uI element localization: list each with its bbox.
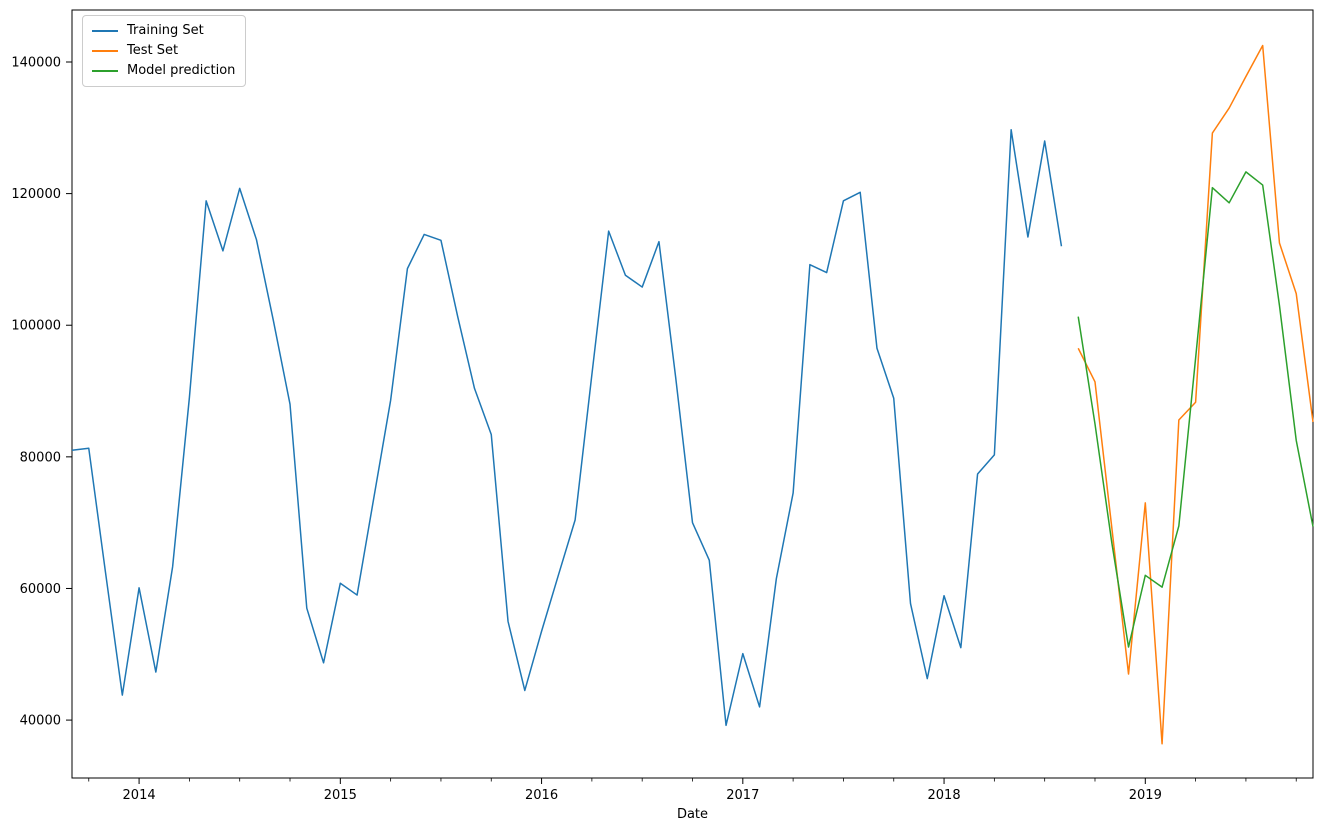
legend: Training Set Test Set Model prediction	[82, 15, 247, 87]
legend-item-model-prediction: Model prediction	[92, 62, 235, 80]
model-prediction-line	[1077, 171, 1314, 648]
legend-label-test-set: Test Set	[127, 43, 179, 58]
y-tick-label: 120000	[11, 187, 61, 202]
legend-item-training-set: Training Set	[92, 22, 235, 40]
x-axis-label: Date	[676, 807, 709, 822]
y-tick-label: 60000	[20, 582, 61, 597]
y-tick-label: 40000	[20, 714, 61, 729]
legend-label-training-set: Training Set	[127, 23, 204, 38]
x-tick-label: 2018	[928, 788, 961, 803]
model-prediction-line-swatch	[92, 70, 118, 72]
test-set-line-swatch	[92, 50, 118, 52]
x-tick-label: 2014	[123, 788, 156, 803]
legend-item-test-set: Test Set	[92, 42, 235, 60]
test-set-line	[1077, 44, 1314, 745]
y-tick-label: 140000	[11, 55, 61, 70]
training-set-line	[71, 129, 1063, 727]
legend-label-model-prediction: Model prediction	[127, 63, 236, 78]
x-tick-label: 2015	[324, 788, 357, 803]
x-tick-label: 2019	[1129, 788, 1162, 803]
training-set-line-swatch	[92, 30, 118, 32]
y-tick-label: 80000	[20, 450, 61, 465]
x-tick-label: 2017	[726, 788, 759, 803]
y-tick-label: 100000	[11, 319, 61, 334]
x-tick-label: 2016	[525, 788, 558, 803]
